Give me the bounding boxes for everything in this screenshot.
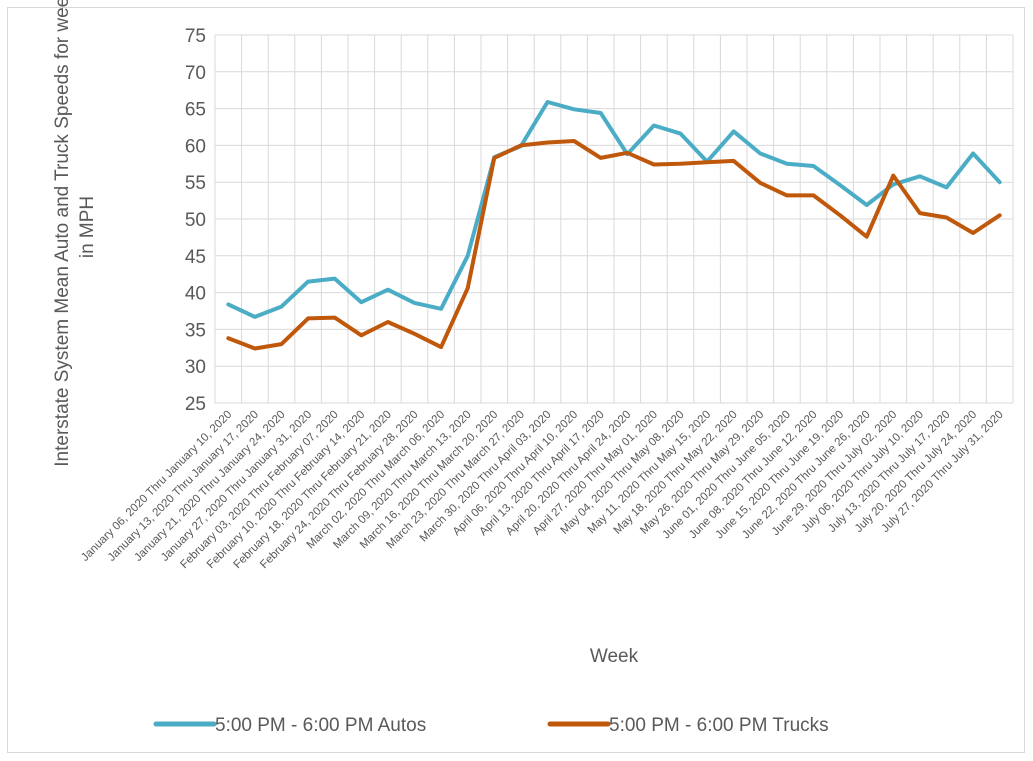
x-axis-tick-labels: January 06, 2020 Thru January 10, 2020Ja… xyxy=(79,409,1006,571)
y-tick-label: 30 xyxy=(185,357,206,378)
y-tick-label: 50 xyxy=(185,210,206,231)
y-tick-label: 75 xyxy=(185,26,206,47)
y-axis-title-line-2: in MPH xyxy=(77,196,98,258)
legend-label-autos: 5:00 PM - 6:00 PM Autos xyxy=(215,715,426,736)
y-tick-label: 60 xyxy=(185,136,206,157)
y-axis-title-line-1: Interstate System Mean Auto and Truck Sp… xyxy=(52,0,73,467)
y-tick-label: 65 xyxy=(185,100,206,121)
y-tick-label: 25 xyxy=(185,394,206,415)
legend: 5:00 PM - 6:00 PM Autos 5:00 PM - 6:00 P… xyxy=(153,715,829,736)
series-line-autos xyxy=(226,100,1002,319)
chart-frame xyxy=(7,7,1025,753)
x-axis-title: Week xyxy=(590,646,639,667)
y-tick-label: 35 xyxy=(185,320,206,341)
y-tick-label: 45 xyxy=(185,247,206,268)
legend-label-trucks: 5:00 PM - 6:00 PM Trucks xyxy=(609,715,829,736)
y-tick-label: 55 xyxy=(185,173,206,194)
horizontal-gridlines xyxy=(215,34,1013,404)
y-tick-label: 40 xyxy=(185,284,206,305)
series-lines xyxy=(226,100,1002,351)
series-line-trucks xyxy=(226,139,1002,351)
y-tick-label: 70 xyxy=(185,63,206,84)
y-axis-tick-labels: 25 30 35 40 45 50 55 60 65 70 75 xyxy=(185,26,206,415)
